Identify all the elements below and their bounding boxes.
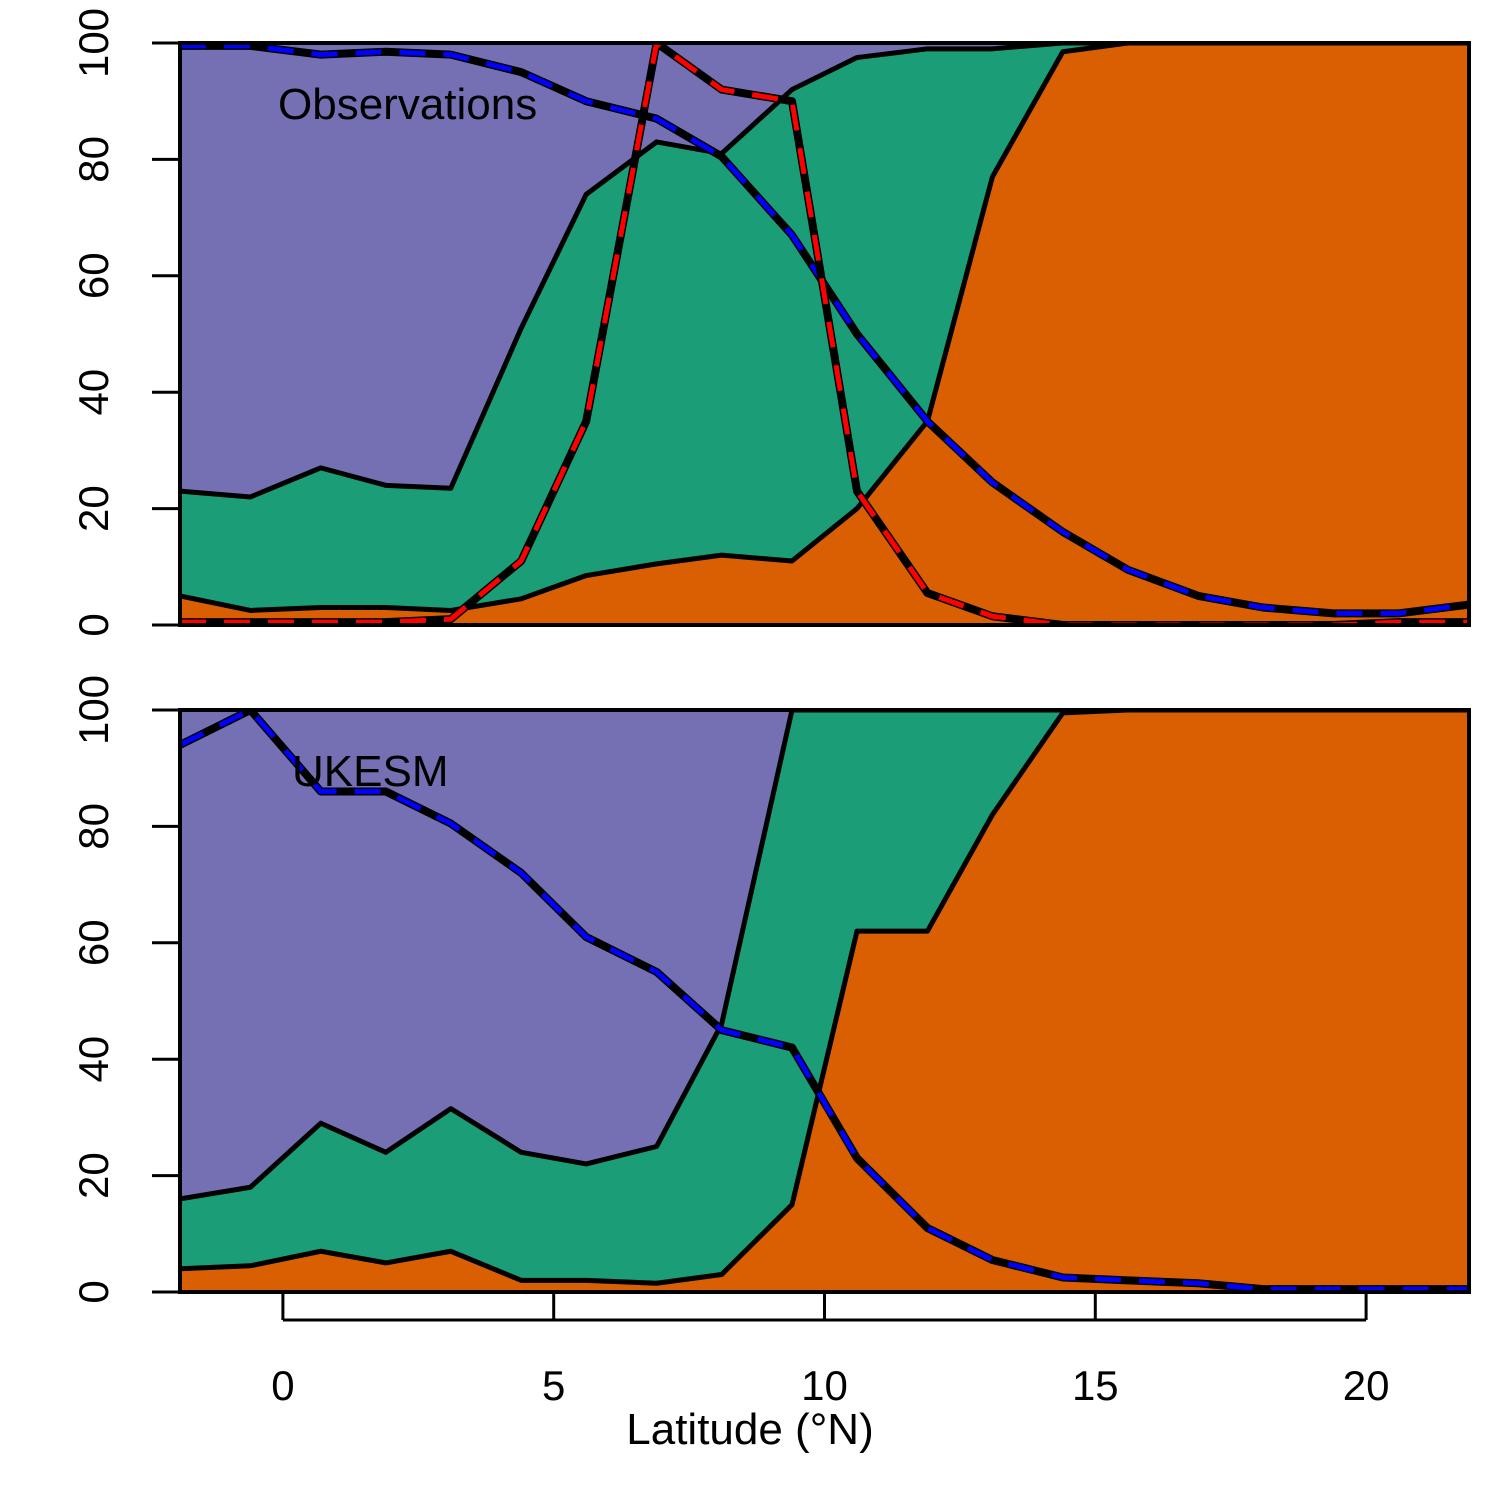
red-dashed-line xyxy=(180,43,1469,625)
y-tick-label: 100 xyxy=(70,675,117,745)
plot-area xyxy=(180,43,1469,625)
y-tick-label: 60 xyxy=(70,252,117,299)
boundary-line-upper xyxy=(180,43,1469,500)
panel-frame xyxy=(178,41,1471,627)
area-bottom-class xyxy=(180,710,1469,1292)
blue-dashed-line xyxy=(180,710,1469,1292)
x-axis: 0 5 10 15 20 xyxy=(271,1292,1389,1409)
boundary-line-lower xyxy=(180,43,1469,613)
boundary-line-upper xyxy=(180,710,1469,1202)
x-tick-label: 5 xyxy=(542,1362,565,1409)
x-tick-label: 20 xyxy=(1343,1362,1390,1409)
y-tick-label: 80 xyxy=(70,136,117,183)
y-tick-label: 20 xyxy=(70,1152,117,1199)
y-tick-label: 80 xyxy=(70,803,117,850)
y-tick-label: 40 xyxy=(70,1036,117,1083)
area-bottom-class xyxy=(180,43,1469,625)
boundary-line-lower xyxy=(180,710,1469,1286)
x-tick-label: 15 xyxy=(1072,1362,1119,1409)
y-tick-label: 40 xyxy=(70,369,117,416)
plot-area xyxy=(180,710,1469,1292)
x-axis-title: Latitude (°N) xyxy=(626,1405,873,1454)
panel-ukesm: UKESM 0 20 40 60 80 100 xyxy=(70,675,1471,1304)
x-tick-label: 10 xyxy=(801,1362,848,1409)
panel-label: UKESM xyxy=(292,747,448,796)
y-tick-label: 0 xyxy=(70,613,117,636)
panel-label: Observations xyxy=(278,80,537,129)
y-tick-label: 20 xyxy=(70,485,117,532)
x-tick-label: 0 xyxy=(271,1362,294,1409)
y-tick-label: 100 xyxy=(70,8,117,78)
panel-observations: Observations 0 20 40 60 80 100 xyxy=(70,8,1471,637)
y-tick-label: 60 xyxy=(70,919,117,966)
y-tick-label: 0 xyxy=(70,1280,117,1303)
